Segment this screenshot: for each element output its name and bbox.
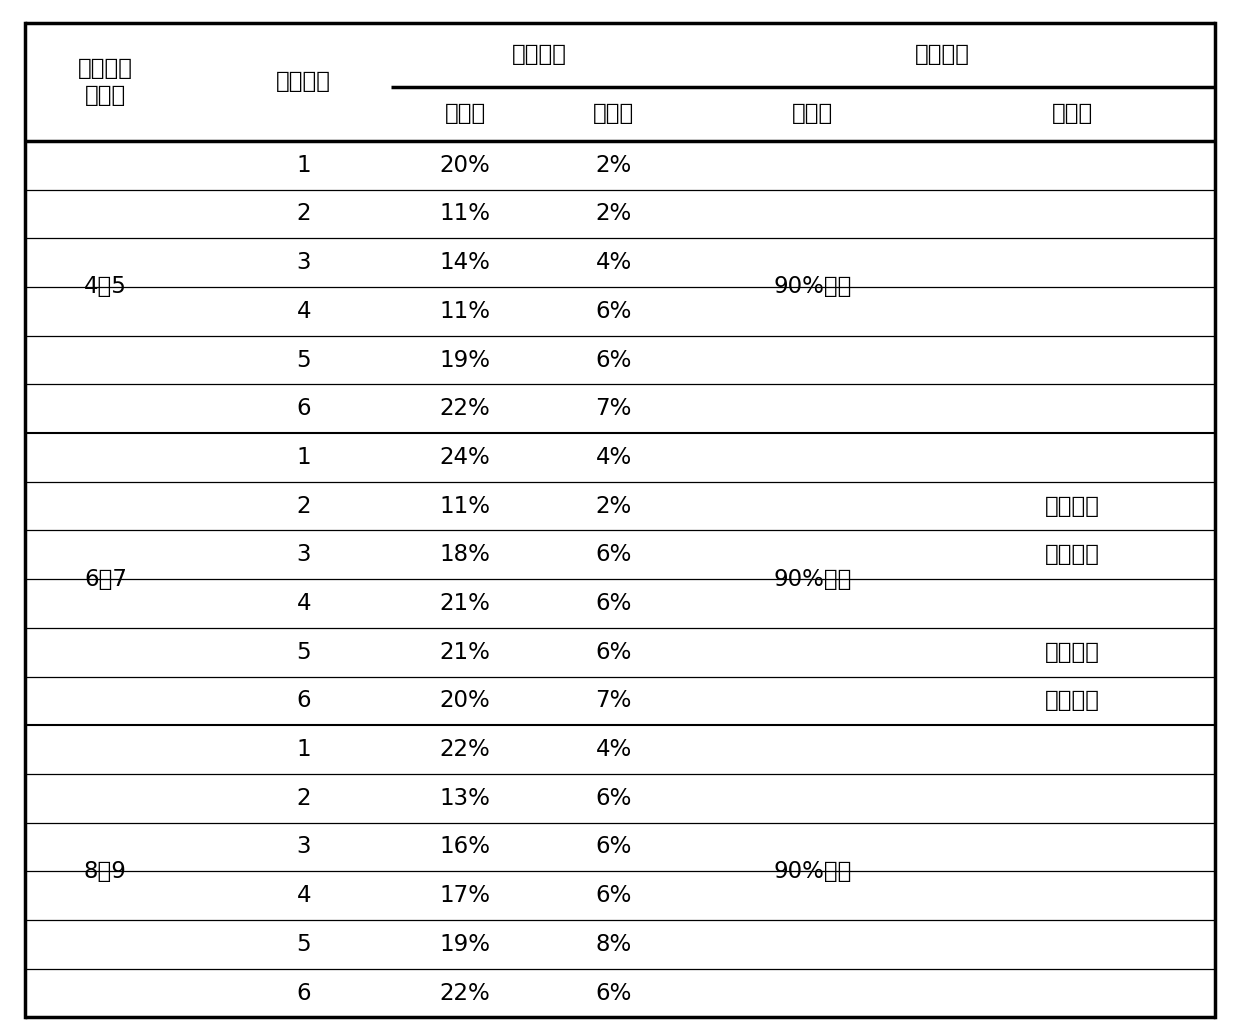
Text: 17%: 17% bbox=[439, 884, 491, 908]
Text: 21%: 21% bbox=[439, 592, 491, 615]
Text: 准确统计: 准确统计 bbox=[1045, 689, 1100, 713]
Text: 5: 5 bbox=[296, 348, 311, 372]
Text: 5: 5 bbox=[296, 932, 311, 956]
Text: 6%: 6% bbox=[595, 640, 632, 664]
Text: 6%: 6% bbox=[595, 981, 632, 1005]
Text: 死亡率: 死亡率 bbox=[593, 103, 635, 125]
Text: 污染率: 污染率 bbox=[791, 103, 833, 125]
Text: 2%: 2% bbox=[595, 153, 632, 177]
Text: 4: 4 bbox=[296, 299, 311, 323]
Text: 温室材料: 温室材料 bbox=[512, 44, 567, 66]
Text: 4%: 4% bbox=[595, 445, 632, 469]
Text: 因污染率: 因污染率 bbox=[1045, 494, 1100, 518]
Text: 3: 3 bbox=[296, 835, 311, 859]
Text: 6%: 6% bbox=[595, 299, 632, 323]
Text: 6: 6 bbox=[296, 689, 311, 713]
Text: 4: 4 bbox=[296, 592, 311, 615]
Text: 21%: 21% bbox=[439, 640, 491, 664]
Text: 处理组合: 处理组合 bbox=[277, 70, 331, 93]
Text: 20%: 20% bbox=[440, 153, 490, 177]
Text: 6%: 6% bbox=[595, 543, 632, 567]
Text: 4%: 4% bbox=[595, 738, 632, 761]
Text: 死亡率: 死亡率 bbox=[1052, 103, 1094, 125]
Text: 6%: 6% bbox=[595, 786, 632, 810]
Text: 1: 1 bbox=[296, 153, 311, 177]
Text: 污染率: 污染率 bbox=[444, 103, 486, 125]
Text: 6～7: 6～7 bbox=[84, 568, 126, 591]
Text: 2%: 2% bbox=[595, 494, 632, 518]
Text: 3: 3 bbox=[296, 543, 311, 567]
Text: 19%: 19% bbox=[439, 932, 491, 956]
Text: 16%: 16% bbox=[439, 835, 491, 859]
Text: 2%: 2% bbox=[595, 202, 632, 226]
Text: 2: 2 bbox=[296, 786, 311, 810]
Text: 大田材料: 大田材料 bbox=[915, 44, 970, 66]
Text: 11%: 11% bbox=[439, 202, 491, 226]
Text: 4: 4 bbox=[296, 884, 311, 908]
Text: 14%: 14% bbox=[439, 251, 491, 275]
Text: 1: 1 bbox=[296, 738, 311, 761]
Text: 5: 5 bbox=[296, 640, 311, 664]
Text: 4～5: 4～5 bbox=[84, 276, 126, 298]
Text: 90%以上: 90%以上 bbox=[773, 276, 852, 298]
Text: 6%: 6% bbox=[595, 592, 632, 615]
Text: 24%: 24% bbox=[440, 445, 490, 469]
Text: 19%: 19% bbox=[439, 348, 491, 372]
Text: 过高，死: 过高，死 bbox=[1045, 543, 1100, 567]
Text: 7%: 7% bbox=[595, 397, 632, 421]
Text: 4%: 4% bbox=[595, 251, 632, 275]
Text: 亡率无法: 亡率无法 bbox=[1045, 640, 1100, 664]
Text: 11%: 11% bbox=[439, 299, 491, 323]
Text: 90%以上: 90%以上 bbox=[773, 860, 852, 883]
Text: 20%: 20% bbox=[440, 689, 490, 713]
Text: 6%: 6% bbox=[595, 884, 632, 908]
Text: 取样时间
（月）: 取样时间 （月） bbox=[78, 57, 133, 107]
Text: 7%: 7% bbox=[595, 689, 632, 713]
Text: 22%: 22% bbox=[440, 981, 490, 1005]
Text: 3: 3 bbox=[296, 251, 311, 275]
Text: 11%: 11% bbox=[439, 494, 491, 518]
Text: 6%: 6% bbox=[595, 835, 632, 859]
Text: 13%: 13% bbox=[439, 786, 491, 810]
Text: 22%: 22% bbox=[440, 397, 490, 421]
Text: 18%: 18% bbox=[439, 543, 491, 567]
Text: 8%: 8% bbox=[595, 932, 632, 956]
Text: 2: 2 bbox=[296, 202, 311, 226]
Text: 6: 6 bbox=[296, 981, 311, 1005]
Text: 90%以上: 90%以上 bbox=[773, 568, 852, 591]
Text: 8～9: 8～9 bbox=[84, 860, 126, 883]
Text: 2: 2 bbox=[296, 494, 311, 518]
Text: 6: 6 bbox=[296, 397, 311, 421]
Text: 1: 1 bbox=[296, 445, 311, 469]
Text: 22%: 22% bbox=[440, 738, 490, 761]
Text: 6%: 6% bbox=[595, 348, 632, 372]
